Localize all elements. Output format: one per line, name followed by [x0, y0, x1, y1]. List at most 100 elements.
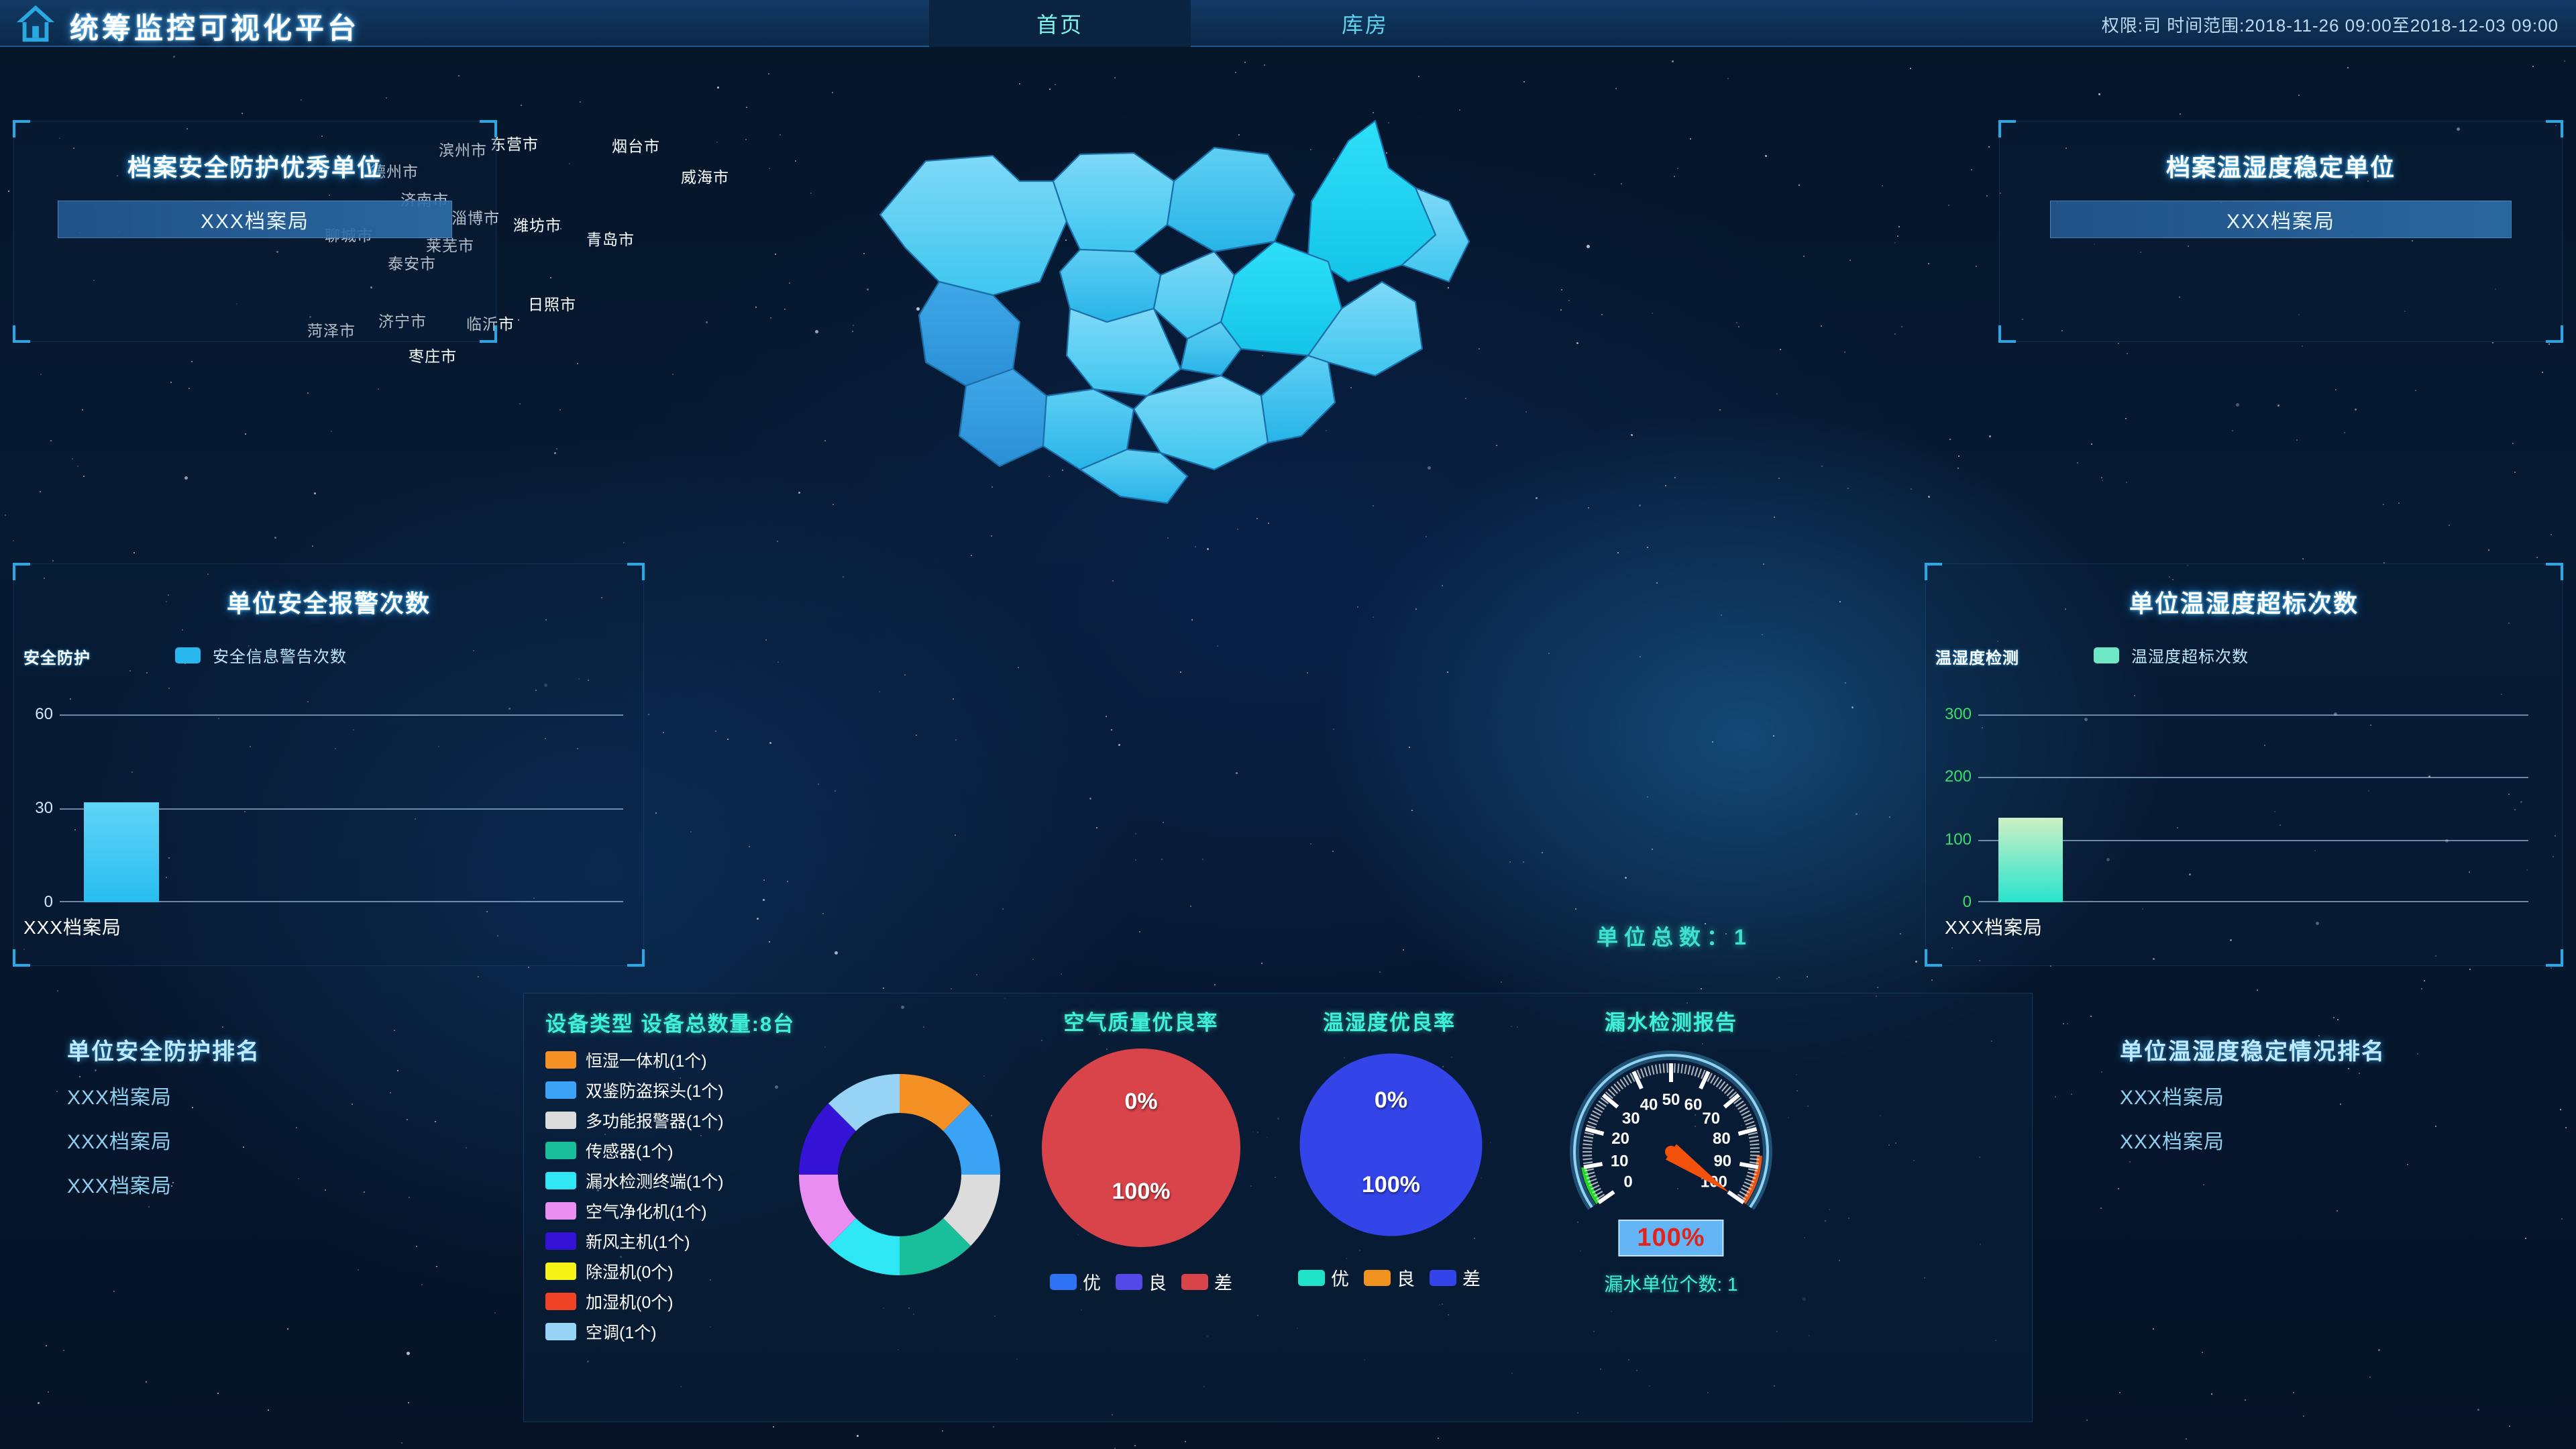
gauge-minor-tick	[1660, 1064, 1661, 1073]
device-legend-swatch	[545, 1112, 576, 1129]
device-legend-swatch	[545, 1142, 576, 1159]
leak-gauge-caption: 漏水单位个数: 1	[1604, 1270, 1737, 1297]
gauge-minor-tick	[1698, 1069, 1701, 1077]
air-quality-pie[interactable]: 0% 100%	[1040, 1047, 1242, 1248]
pie-legend-label: 差	[1462, 1265, 1481, 1291]
device-legend-row[interactable]: 新风主机(1个)	[545, 1229, 724, 1253]
gauge-minor-tick	[1589, 1118, 1598, 1121]
legend-swatch-security	[175, 647, 201, 663]
device-legend-swatch	[545, 1202, 576, 1220]
gauge-minor-tick	[1656, 1065, 1657, 1074]
device-legend-row[interactable]: 空气净化机(1个)	[545, 1199, 724, 1223]
gridline	[1978, 714, 2528, 716]
bar-humidity-exceed[interactable]	[1998, 818, 2063, 902]
device-legend-row[interactable]: 空调(1个)	[545, 1320, 724, 1344]
map-city-label: 潍坊市	[513, 213, 561, 235]
device-panel-title: 设备类型 设备总数量:8台	[545, 1007, 795, 1037]
security-rank-list: XXX档案局 XXX档案局 XXX档案局	[67, 1081, 483, 1199]
humidity-chart-xlabel: XXX档案局	[1945, 913, 2043, 940]
gauge-minor-tick	[1711, 1075, 1715, 1083]
device-legend-row[interactable]: 多功能报警器(1个)	[545, 1108, 724, 1132]
gridline	[1978, 777, 2528, 778]
device-legend-label: 空气净化机(1个)	[586, 1199, 707, 1223]
unit-total-label: 单位总数：1	[1597, 920, 1752, 951]
rank-title-security: 单位安全防护排名	[67, 1033, 483, 1066]
device-legend-row[interactable]: 除湿机(0个)	[545, 1259, 724, 1283]
pie-legend-label: 良	[1148, 1269, 1167, 1295]
gauge-major-tick	[1633, 1071, 1642, 1088]
humidity-rate-pie[interactable]: 0% 100%	[1299, 1053, 1483, 1237]
rank-list-item[interactable]: XXX档案局	[67, 1081, 483, 1110]
leak-detection-gauge[interactable]: 0102030405060708090100 100% 漏水单位个数: 1	[1560, 1044, 1782, 1266]
air-quality-legend[interactable]: 优良差	[1034, 1269, 1248, 1295]
device-legend-label: 新风主机(1个)	[586, 1229, 690, 1253]
gauge-hub	[1665, 1146, 1677, 1158]
panel-title-humidity-stable: 档案温湿度稳定单位	[2000, 148, 2562, 183]
ytick-300: 300	[1945, 705, 1978, 724]
pie-legend-item[interactable]: 优	[1050, 1269, 1101, 1295]
gauge-minor-tick	[1644, 1067, 1647, 1076]
panel-security-alarm-chart: 单位安全报警次数 安全防护 安全信息警告次数 60 30 0 XXX档案局	[13, 564, 644, 966]
air-quality-title: 空气质量优良率	[1034, 1006, 1248, 1036]
bar-security-alarm[interactable]	[84, 802, 159, 902]
panel-humidity-stable-unit: 档案温湿度稳定单位 XXX档案局	[1999, 121, 2563, 342]
gauge-tick-label: 70	[1702, 1110, 1720, 1128]
device-legend-row[interactable]: 恒湿一体机(1个)	[545, 1048, 724, 1072]
ytick-30: 30	[35, 799, 60, 818]
humidity-stable-unit-value[interactable]: XXX档案局	[2050, 201, 2511, 238]
device-legend-row[interactable]: 传感器(1个)	[545, 1138, 724, 1163]
gauge-minor-tick	[1674, 1063, 1675, 1073]
chart-title-security-alarm: 单位安全报警次数	[14, 584, 643, 619]
legend-swatch-humidity	[2094, 647, 2119, 663]
shandong-map[interactable]: 德州市滨州市东营市烟台市威海市济南市淄博市潍坊市青岛市聊城市莱芜市泰安市菏泽市济…	[704, 80, 1878, 979]
pie-legend-item[interactable]: 差	[1181, 1269, 1232, 1295]
pie-legend-item[interactable]: 优	[1298, 1265, 1349, 1291]
pie-legend-swatch	[1116, 1274, 1142, 1290]
security-chart-legend[interactable]: 安全信息警告次数	[175, 643, 347, 667]
rank-list-item[interactable]: XXX档案局	[2120, 1125, 2563, 1155]
pie-legend-item[interactable]: 良	[1364, 1265, 1415, 1291]
device-legend-swatch	[545, 1081, 576, 1099]
tab-warehouse[interactable]: 库房	[1234, 0, 1496, 47]
tab-home[interactable]: 首页	[929, 0, 1191, 47]
rank-list-item[interactable]: XXX档案局	[67, 1169, 483, 1199]
rank-list-item[interactable]: XXX档案局	[2120, 1081, 2563, 1110]
chart-title-humidity-exceed: 单位温湿度超标次数	[1926, 584, 2562, 619]
device-legend-row[interactable]: 加湿机(0个)	[545, 1289, 724, 1313]
corner-decor-tr	[627, 563, 645, 580]
corner-decor-tr	[2546, 563, 2563, 580]
pie-legend-label: 差	[1214, 1269, 1232, 1295]
security-chart-plot: 60 30 0	[60, 714, 623, 902]
gauge-minor-tick	[1681, 1064, 1682, 1073]
security-excellent-unit-value[interactable]: XXX档案局	[58, 201, 453, 238]
gauge-minor-tick	[1588, 1122, 1597, 1125]
pie-legend-item[interactable]: 良	[1116, 1269, 1167, 1295]
gauge-minor-tick	[1744, 1118, 1753, 1121]
map-city-label: 枣庄市	[409, 343, 457, 366]
humidity-rate-legend[interactable]: 优良 差	[1282, 1265, 1497, 1291]
house-icon	[15, 3, 56, 44]
humidity-chart-legend[interactable]: 温湿度超标次数	[2094, 643, 2249, 667]
device-legend-label: 恒湿一体机(1个)	[586, 1048, 707, 1072]
ytick-60: 60	[35, 705, 60, 724]
gauge-minor-tick	[1684, 1065, 1686, 1074]
gauge-tick-label: 0	[1623, 1173, 1632, 1191]
corner-decor-bl	[1998, 325, 2016, 343]
gauge-minor-tick	[1583, 1140, 1593, 1142]
device-legend-row[interactable]: 漏水检测终端(1个)	[545, 1169, 724, 1193]
device-type-donut-chart[interactable]	[792, 1067, 1007, 1282]
tab-home-label: 首页	[1036, 8, 1083, 39]
app-header: 统筹监控可视化平台 首页 库房 权限:司 时间范围:2018-11-26 09:…	[0, 0, 2576, 47]
device-legend-label: 多功能报警器(1个)	[586, 1108, 724, 1132]
device-legend-row[interactable]: 双鉴防盗探头(1个)	[545, 1078, 724, 1102]
gauge-minor-tick	[1688, 1065, 1690, 1075]
rank-list-item[interactable]: XXX档案局	[67, 1125, 483, 1155]
pie-legend-item[interactable]: 差	[1430, 1265, 1481, 1291]
gauge-major-tick	[1739, 1164, 1758, 1167]
air-quality-pct-top: 0%	[1124, 1089, 1157, 1115]
humidity-rate-pie-svg	[1299, 1053, 1483, 1237]
map-region-rizhao	[1261, 356, 1335, 443]
pie-legend-swatch	[1430, 1270, 1456, 1286]
bottom-metrics-board: 设备类型 设备总数量:8台 恒湿一体机(1个) 双鉴防盗探头(1个) 多功能报警器(…	[523, 993, 2033, 1422]
gauge-minor-tick	[1593, 1111, 1601, 1115]
